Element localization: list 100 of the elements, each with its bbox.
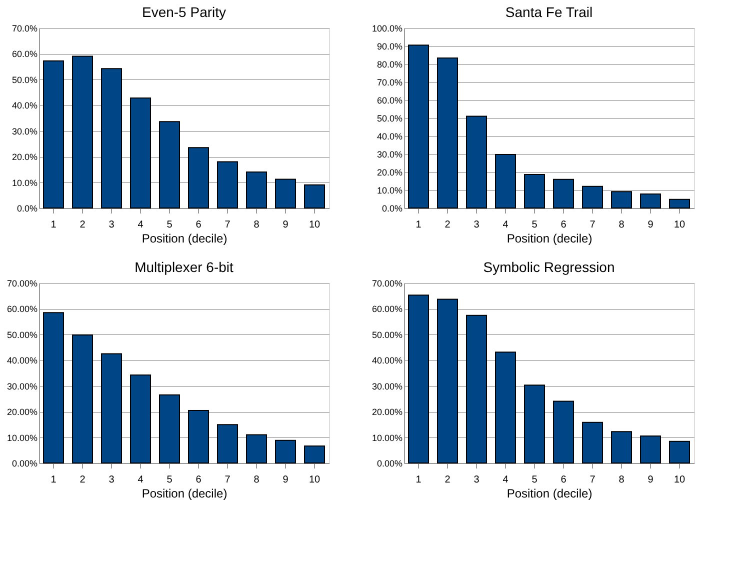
x-tick-label: 2	[80, 474, 86, 486]
bar	[611, 191, 632, 208]
bar	[640, 436, 661, 464]
y-tick-label: 20.00%	[6, 407, 38, 418]
x-tick-label: 4	[502, 474, 509, 486]
bar	[188, 410, 209, 464]
bar	[43, 60, 64, 208]
y-tick-label: 60.00%	[6, 304, 38, 314]
y-tick-label: 20.0%	[12, 152, 38, 162]
x-tick-label: 3	[108, 474, 115, 486]
y-tick-label: 0.0%	[16, 204, 38, 214]
y-tick-label: 50.00%	[6, 330, 38, 340]
x-tick-label: 5	[166, 474, 173, 486]
y-tick-label: 90.0%	[376, 42, 402, 52]
x-tick-label: 4	[138, 474, 144, 486]
x-axis-title: Position (decile)	[506, 232, 592, 246]
bar	[275, 440, 296, 464]
bar	[408, 44, 429, 208]
y-tick-label: 20.00%	[372, 407, 402, 418]
bar	[466, 314, 487, 464]
x-tick-label: 10	[674, 220, 686, 230]
x-tick-label: 8	[254, 474, 260, 486]
bar	[466, 116, 487, 208]
x-tick-label: 9	[648, 474, 654, 486]
y-tick-label: 10.0%	[376, 186, 402, 196]
x-tick-label: 7	[590, 220, 596, 230]
bar	[72, 334, 93, 464]
bar	[524, 174, 545, 208]
y-tick-label: 60.00%	[372, 304, 402, 314]
x-tick-label: 3	[474, 474, 480, 486]
bar	[217, 161, 238, 208]
x-tick-label: 6	[560, 474, 567, 486]
chart-title: Multiplexer 6-bit	[134, 259, 234, 275]
y-tick-label: 100.0%	[372, 24, 402, 34]
x-tick-label: 8	[254, 220, 260, 230]
x-tick-label: 6	[196, 474, 202, 486]
bar	[582, 186, 603, 208]
bar	[246, 434, 267, 464]
bar	[669, 198, 690, 208]
x-tick-label: 4	[138, 220, 144, 230]
bar	[43, 312, 64, 464]
x-tick-label: 10	[308, 220, 320, 230]
bar	[524, 384, 545, 464]
bar	[159, 121, 180, 208]
bar	[101, 353, 122, 464]
bar	[640, 193, 661, 208]
x-tick-label: 10	[308, 474, 320, 486]
x-tick-label: 9	[282, 474, 289, 486]
x-tick-label: 1	[416, 220, 422, 230]
x-tick-label: 5	[532, 220, 538, 230]
y-tick-label: 50.0%	[376, 114, 402, 124]
x-axis-title: Position (decile)	[142, 486, 228, 500]
bar	[275, 178, 296, 208]
x-tick-label: 3	[474, 220, 480, 230]
y-tick-label: 70.00%	[372, 278, 402, 288]
chart-title: Symbolic Regression	[483, 259, 615, 275]
y-tick-label: 10.00%	[6, 432, 38, 443]
x-tick-label: 5	[166, 220, 173, 230]
y-tick-label: 40.0%	[12, 100, 38, 111]
bar	[217, 424, 238, 464]
x-axis-title: Position (decile)	[142, 232, 228, 246]
bar	[582, 422, 603, 464]
y-tick-label: 30.0%	[12, 126, 38, 136]
x-tick-label: 7	[224, 220, 231, 230]
x-tick-label: 5	[532, 474, 538, 486]
x-tick-label: 8	[618, 474, 625, 486]
x-tick-label: 9	[648, 220, 654, 230]
bar	[611, 431, 632, 464]
x-tick-label: 1	[416, 474, 422, 486]
y-tick-label: 20.0%	[376, 168, 402, 178]
x-tick-label: 1	[50, 474, 57, 486]
y-tick-label: 40.00%	[372, 356, 402, 366]
x-tick-label: 3	[108, 220, 115, 230]
x-tick-label: 7	[224, 474, 231, 486]
bar	[159, 394, 180, 464]
x-tick-label: 6	[560, 220, 567, 230]
x-tick-label: 7	[590, 474, 596, 486]
y-tick-label: 40.00%	[6, 356, 38, 366]
bar	[437, 298, 458, 464]
bar	[495, 352, 516, 464]
y-tick-label: 0.00%	[376, 458, 402, 468]
x-tick-label: 1	[50, 220, 57, 230]
y-tick-label: 30.00%	[372, 381, 402, 392]
x-tick-label: 4	[502, 220, 509, 230]
bar	[304, 184, 325, 208]
x-tick-label: 2	[80, 220, 86, 230]
x-tick-label: 2	[444, 220, 451, 230]
y-tick-label: 30.0%	[376, 150, 402, 160]
bar	[408, 294, 429, 464]
x-axis-title: Position (decile)	[506, 486, 592, 500]
y-tick-label: 80.0%	[376, 60, 402, 70]
y-tick-label: 0.00%	[12, 458, 38, 468]
y-tick-label: 70.00%	[6, 278, 38, 288]
y-tick-label: 70.0%	[376, 78, 402, 88]
x-tick-label: 6	[196, 220, 202, 230]
y-tick-label: 60.0%	[376, 96, 402, 106]
y-tick-label: 0.0%	[382, 204, 402, 214]
chart-title: Santa Fe Trail	[505, 4, 593, 20]
bar	[72, 56, 93, 208]
bar	[101, 68, 122, 208]
